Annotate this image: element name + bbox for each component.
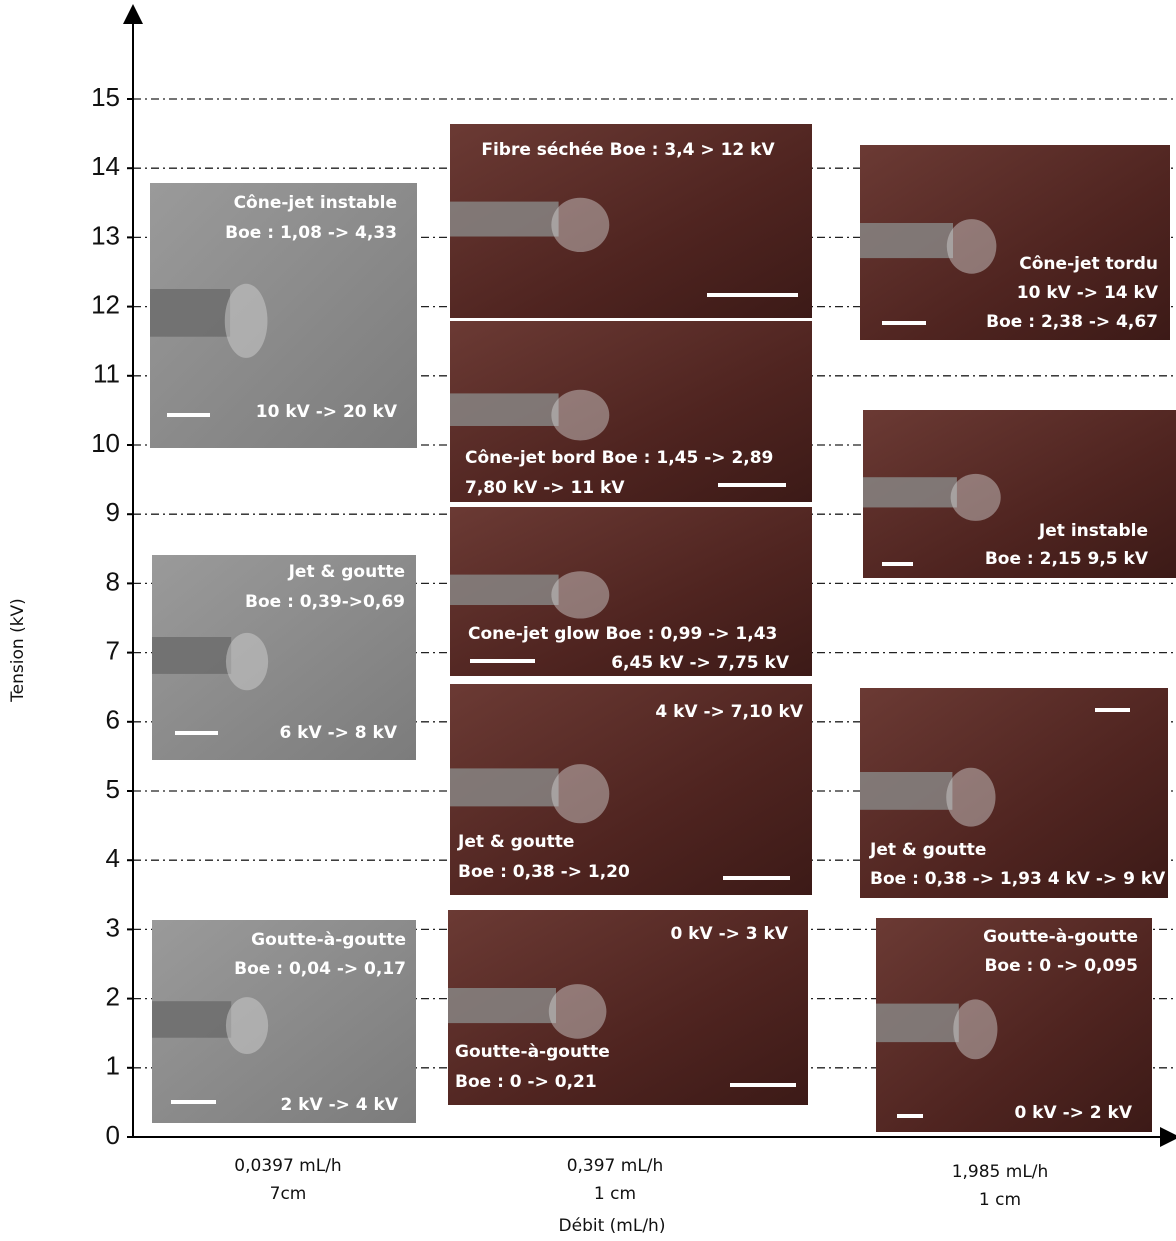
panel-label: Cône-jet bord Boe : 1,45 -> 2,89 xyxy=(465,448,773,468)
x-tick-label: 1 cm xyxy=(594,1184,636,1204)
y-tick-label: 5 xyxy=(106,774,120,804)
needle xyxy=(876,1003,959,1043)
droplet xyxy=(946,219,997,274)
panel-label: 10 kV -> 14 kV xyxy=(1017,283,1159,303)
needle xyxy=(450,768,559,807)
panel-label: Jet & goutte xyxy=(288,562,405,582)
panel-label: Boe : 2,38 -> 4,67 xyxy=(986,312,1158,332)
y-tick-label: 1 xyxy=(106,1051,120,1081)
panel-label: 7,80 kV -> 11 kV xyxy=(465,478,625,498)
y-tick-label: 9 xyxy=(106,497,120,527)
y-tick-label: 11 xyxy=(93,359,120,389)
panel-label: 10 kV -> 20 kV xyxy=(256,402,398,422)
y-tick-label: 3 xyxy=(106,912,120,942)
panel-label: Boe : 0,04 -> 0,17 xyxy=(234,959,406,979)
panel-label: 2 kV -> 4 kV xyxy=(280,1095,398,1115)
panel-label: Boe : 0 -> 0,095 xyxy=(984,956,1138,976)
droplet xyxy=(953,999,998,1060)
panel-label: 0 kV -> 3 kV xyxy=(670,924,788,944)
droplet xyxy=(225,632,269,691)
needle xyxy=(860,772,953,810)
needle xyxy=(863,477,957,508)
panel-label: Cône-jet instable xyxy=(234,193,397,213)
y-tick-label: 2 xyxy=(106,981,120,1011)
x-tick-label: 1,985 mL/h xyxy=(952,1162,1049,1182)
panel-label: Goutte-à-goutte xyxy=(251,930,406,950)
x-tick-label: 0,397 mL/h xyxy=(567,1156,664,1176)
needle xyxy=(450,201,559,237)
y-tick-label: 4 xyxy=(106,843,120,873)
droplet xyxy=(946,767,996,827)
needle xyxy=(450,393,559,426)
panel-label: 6 kV -> 8 kV xyxy=(279,723,397,743)
droplet xyxy=(551,764,610,824)
panels: Cône-jet instable Boe : 1,08 -> 4,33 10 kV… xyxy=(150,124,1176,1132)
y-tick-label: 7 xyxy=(106,635,120,665)
x-tick-label: 7cm xyxy=(270,1184,307,1204)
panel-label: 6,45 kV -> 7,75 kV xyxy=(611,653,790,673)
panel-label: Jet & goutte xyxy=(457,832,574,852)
panel-label: Jet & goutte xyxy=(869,840,986,860)
panel-label: Boe : 1,08 -> 4,33 xyxy=(225,223,397,243)
y-tick-label: 13 xyxy=(91,220,120,250)
y-tick-label: 15 xyxy=(91,82,120,112)
needle xyxy=(152,1001,232,1038)
y-tick-label: 10 xyxy=(91,428,120,458)
droplet xyxy=(225,997,269,1054)
x-tick-label: 1 cm xyxy=(979,1190,1021,1210)
panel-label: Fibre séchée Boe : 3,4 > 12 kV xyxy=(481,140,775,160)
needle xyxy=(152,637,232,674)
droplet xyxy=(950,473,1001,521)
panel-label: Goutte-à-goutte xyxy=(983,927,1138,947)
panel-label: Cône-jet tordu xyxy=(1019,254,1158,274)
droplet xyxy=(551,389,610,441)
y-tick-label: 12 xyxy=(91,289,120,319)
droplet xyxy=(551,197,610,253)
panel-label: Cone-jet glow Boe : 0,99 -> 1,43 xyxy=(468,624,777,644)
y-tick-label: 0 xyxy=(106,1120,120,1150)
y-axis-label: Tension (kV) xyxy=(8,598,28,703)
droplet xyxy=(551,571,610,619)
panel-label: 0 kV -> 2 kV xyxy=(1014,1103,1132,1123)
needle xyxy=(448,988,556,1024)
panel-label: Boe : 0,38 -> 1,20 xyxy=(458,862,630,882)
panel-label: Boe : 0,39->0,69 xyxy=(245,592,405,612)
panel-label: Boe : 0,38 -> 1,93 4 kV -> 9 kV xyxy=(870,869,1166,889)
y-tick-label: 6 xyxy=(106,705,120,735)
panel-label: Boe : 2,15 9,5 kV xyxy=(985,549,1149,569)
y-tick-label: 8 xyxy=(106,566,120,596)
needle xyxy=(450,574,559,606)
panel-label: 4 kV -> 7,10 kV xyxy=(655,702,804,722)
x-axis-label: Débit (mL/h) xyxy=(559,1216,666,1236)
panel-label: Goutte-à-goutte xyxy=(455,1042,610,1062)
droplet xyxy=(224,283,268,358)
panel-label: Boe : 0 -> 0,21 xyxy=(455,1072,597,1092)
needle xyxy=(860,223,953,259)
x-tick-label: 0,0397 mL/h xyxy=(234,1156,341,1176)
droplet xyxy=(548,984,607,1039)
y-tick-label: 14 xyxy=(91,151,120,181)
needle xyxy=(150,289,231,337)
panel-label: Jet instable xyxy=(1038,521,1148,541)
